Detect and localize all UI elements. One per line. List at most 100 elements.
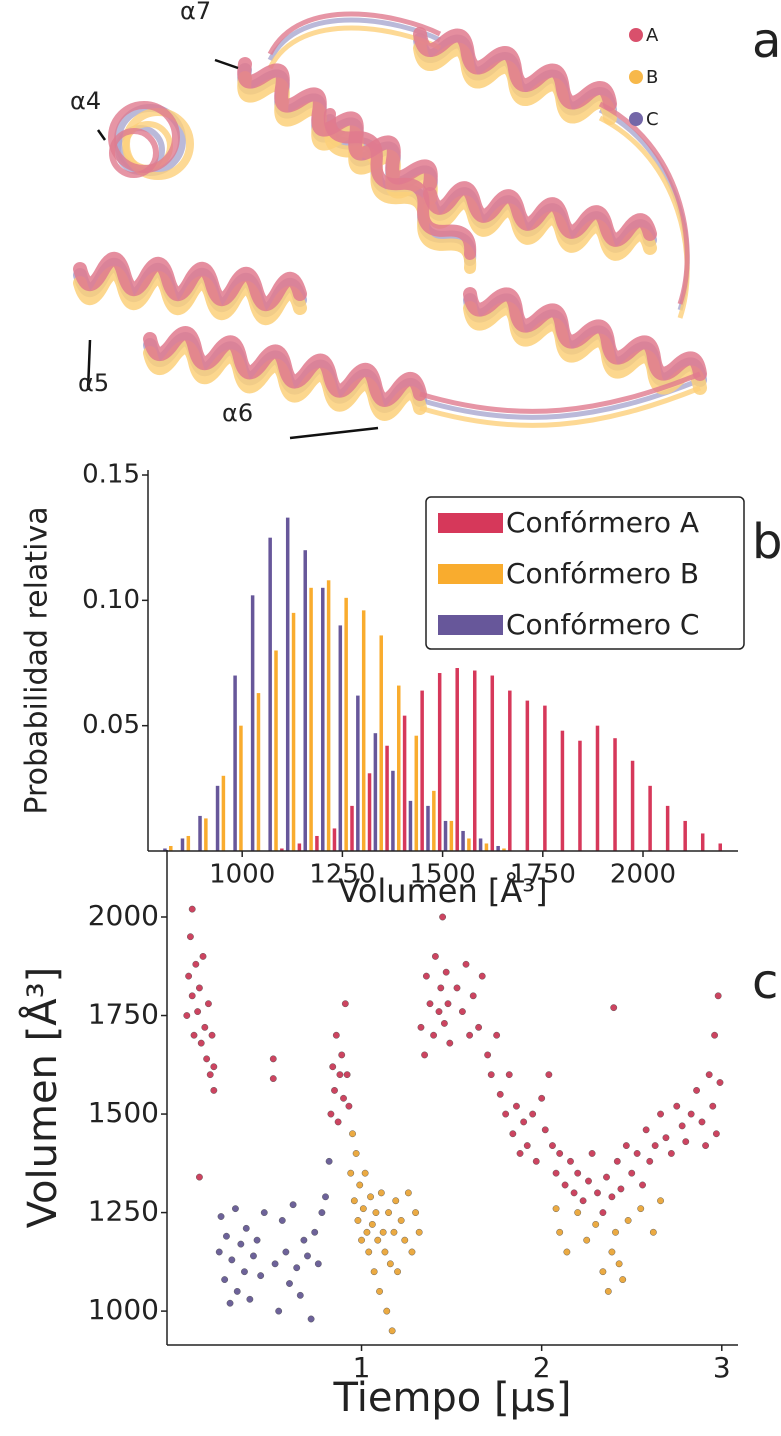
y-tick-label: 0.15 xyxy=(82,460,140,490)
helix-ribbon xyxy=(423,181,657,247)
point xyxy=(523,1142,531,1149)
bar xyxy=(367,773,372,851)
helix-turn xyxy=(109,128,159,178)
bar xyxy=(496,845,500,851)
point xyxy=(421,1051,428,1059)
point xyxy=(662,1134,670,1142)
bar xyxy=(356,695,360,851)
point xyxy=(714,992,722,1000)
point xyxy=(608,1248,616,1256)
bar xyxy=(397,685,401,851)
point xyxy=(430,1031,437,1039)
bar xyxy=(484,843,489,851)
point xyxy=(197,1039,205,1047)
bar xyxy=(613,738,617,851)
bar xyxy=(385,745,389,851)
pointer-line xyxy=(96,129,107,141)
point xyxy=(349,1130,356,1138)
bar xyxy=(297,843,302,851)
bar xyxy=(461,830,465,851)
point xyxy=(196,1173,203,1181)
point xyxy=(278,1217,286,1224)
point xyxy=(199,953,207,960)
point xyxy=(649,1228,657,1236)
point xyxy=(594,1189,601,1197)
point xyxy=(709,1102,717,1110)
legend-swatch xyxy=(438,513,503,533)
point xyxy=(459,1008,466,1015)
point xyxy=(466,1031,474,1039)
point xyxy=(563,1248,571,1256)
bar xyxy=(215,785,220,851)
legend-dot xyxy=(629,70,643,84)
point xyxy=(210,1087,218,1094)
bar xyxy=(426,805,430,851)
helix-ribbon xyxy=(323,108,477,260)
point xyxy=(260,1209,268,1216)
x-tick-label: 2 xyxy=(533,1351,551,1384)
point xyxy=(612,1228,619,1236)
point xyxy=(561,1181,569,1189)
bar xyxy=(420,690,424,851)
point xyxy=(217,1213,225,1220)
point xyxy=(646,1157,654,1165)
bar xyxy=(560,730,565,851)
loop xyxy=(267,11,701,414)
point xyxy=(711,1031,718,1039)
point xyxy=(585,1177,592,1185)
y-tick-label: 1500 xyxy=(88,1096,159,1129)
point xyxy=(201,1023,209,1031)
point xyxy=(275,1307,283,1315)
point xyxy=(269,1055,277,1063)
point xyxy=(487,1071,495,1079)
legend-label: C xyxy=(646,109,659,130)
bar xyxy=(239,725,243,851)
point xyxy=(343,1071,351,1079)
point xyxy=(232,1205,239,1213)
x-tick-label: 1750 xyxy=(510,860,576,890)
point xyxy=(667,1150,675,1157)
bar xyxy=(414,735,419,851)
point xyxy=(678,1122,686,1130)
point xyxy=(639,1181,646,1189)
point xyxy=(381,1248,389,1256)
point xyxy=(394,1268,401,1276)
bar xyxy=(344,597,348,851)
point xyxy=(242,1224,250,1232)
point xyxy=(356,1181,364,1189)
point xyxy=(206,1071,214,1079)
helix-label: α6 xyxy=(222,399,253,427)
x-axis-label: Volumen [Å³] xyxy=(338,872,547,910)
legend-box xyxy=(425,496,745,650)
bar xyxy=(204,818,208,851)
bar xyxy=(256,693,261,851)
bar xyxy=(595,725,600,851)
bar xyxy=(169,845,173,851)
point xyxy=(604,1288,612,1295)
point xyxy=(194,1008,202,1015)
point xyxy=(440,1020,448,1027)
y-tick-label: 0.05 xyxy=(82,710,140,740)
bar xyxy=(437,673,442,851)
bar xyxy=(326,580,331,851)
point xyxy=(431,953,439,960)
bar xyxy=(502,848,506,851)
point xyxy=(361,1169,369,1177)
point xyxy=(325,1157,333,1165)
point xyxy=(185,972,193,980)
point xyxy=(622,1142,630,1149)
point xyxy=(314,1260,322,1268)
y-tick-label: 2000 xyxy=(88,899,159,932)
point xyxy=(412,1209,419,1216)
point xyxy=(444,1000,452,1008)
point xyxy=(657,1110,664,1118)
point xyxy=(574,1169,582,1177)
point xyxy=(516,1150,524,1157)
bar xyxy=(350,805,354,851)
legend-label: Confórmero A xyxy=(506,506,699,539)
point xyxy=(269,1075,277,1082)
helix-ribbon xyxy=(143,326,427,407)
point xyxy=(426,1000,434,1008)
point xyxy=(408,1248,416,1256)
